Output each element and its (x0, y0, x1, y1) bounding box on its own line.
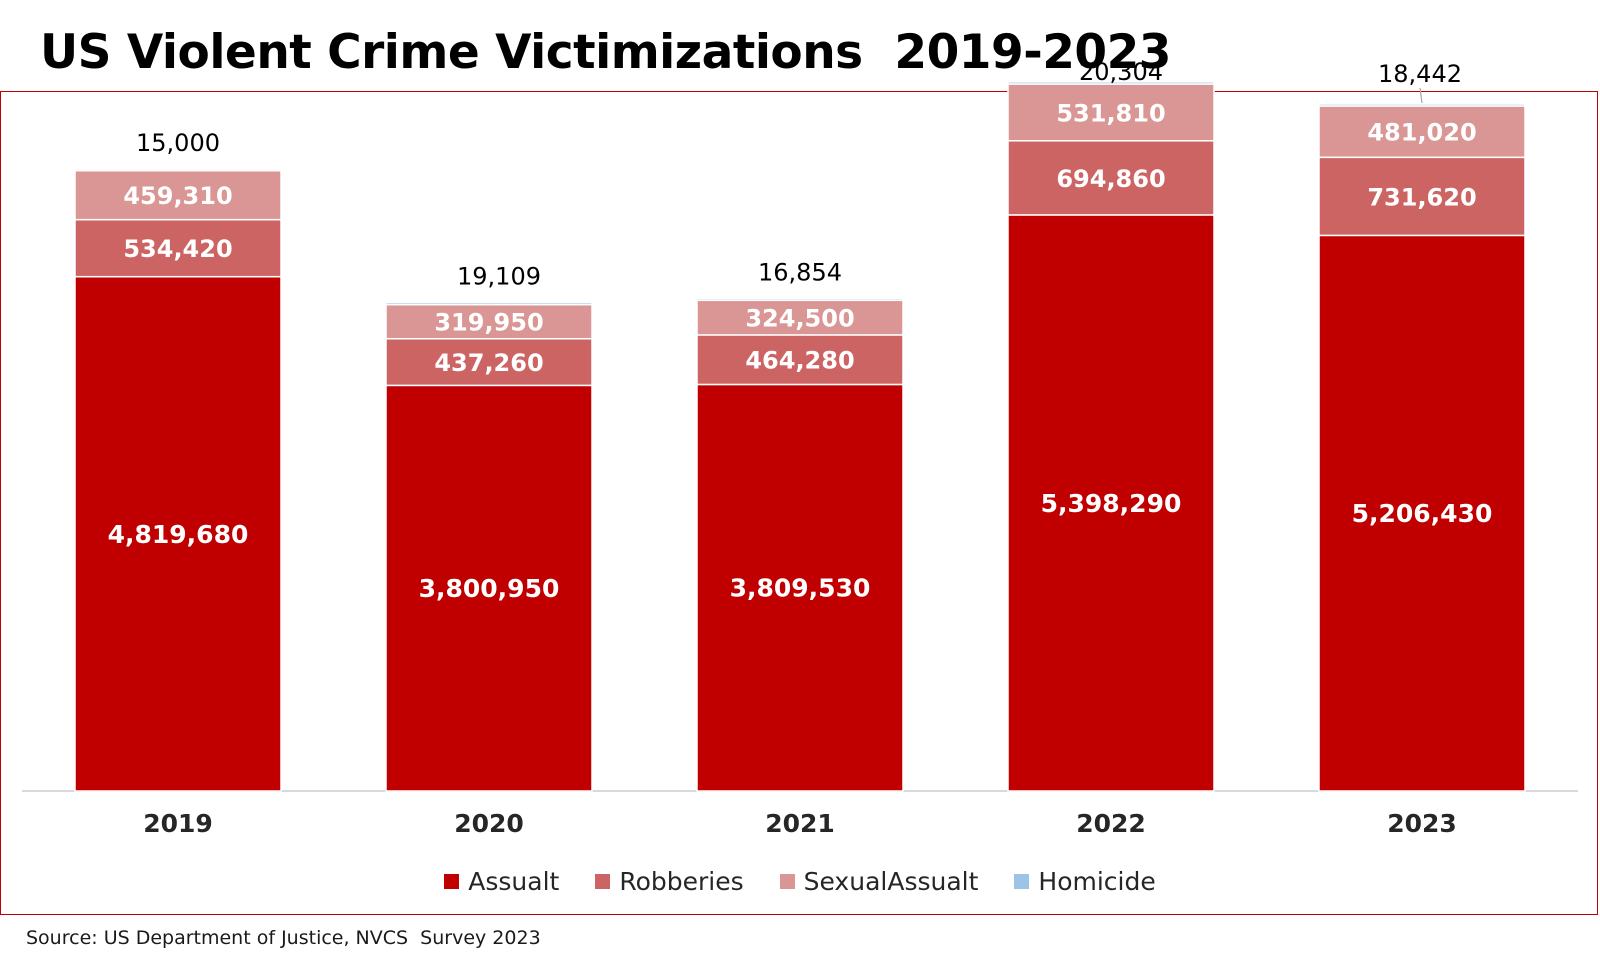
data-label-assualt-2020: 3,800,950 (419, 574, 560, 603)
x-tick-label-2022: 2022 (1076, 809, 1146, 838)
legend-swatch (779, 873, 795, 889)
bar-robberies-2021 (696, 334, 904, 386)
bar-assualt-2020 (385, 384, 593, 792)
data-label-robberies-2023: 731,620 (1367, 183, 1476, 211)
bar-robberies-2020 (385, 337, 593, 387)
leader-line-2023 (1419, 87, 1423, 104)
x-tick-label-2021: 2021 (765, 809, 835, 838)
legend-label: SexualAssualt (803, 866, 979, 896)
data-label-assualt-2023: 5,206,430 (1352, 499, 1493, 528)
x-tick-label-2019: 2019 (143, 809, 213, 838)
bar-assualt-2023 (1318, 234, 1526, 792)
bar-homicide-2022 (1007, 81, 1215, 85)
data-label-assualt-2022: 5,398,290 (1041, 489, 1182, 518)
data-label-sexualassualt-2020: 319,950 (434, 309, 543, 337)
bar-sexualassualt-2019 (74, 169, 282, 221)
bar-homicide-2021 (696, 297, 904, 302)
bar-homicide-2020 (385, 301, 593, 306)
bar-sexualassualt-2020 (385, 303, 593, 340)
labels-group: 4,819,680 534,420 459,310 15,000 2019 3,800,9… (108, 58, 1493, 838)
data-label-homicide-2023: 18,442 (1378, 60, 1462, 88)
legend-item-robberies: Robberies (595, 866, 744, 896)
legend-item-assualt: Assualt (444, 867, 559, 896)
x-tick-label-2023: 2023 (1387, 809, 1457, 838)
legend-item-homicide: Homicide (1014, 866, 1156, 896)
bar-sexualassualt-2021 (696, 299, 904, 336)
x-tick-label-2020: 2020 (454, 809, 524, 838)
data-label-sexualassualt-2019: 459,310 (123, 182, 232, 210)
bar-robberies-2022 (1007, 140, 1215, 216)
data-label-robberies-2020: 437,260 (434, 349, 543, 377)
legend-item-sexualassualt: SexualAssualt (779, 866, 979, 896)
data-label-robberies-2021: 464,280 (745, 347, 854, 375)
bar-assualt-2021 (696, 383, 904, 792)
bars-group (74, 81, 1526, 792)
data-label-sexualassualt-2022: 531,810 (1056, 99, 1165, 127)
data-label-sexualassualt-2023: 481,020 (1367, 119, 1476, 147)
data-label-homicide-2021: 16,854 (758, 258, 842, 286)
legend-swatch (595, 873, 611, 889)
data-label-robberies-2022: 694,860 (1056, 165, 1165, 193)
legend-swatch (444, 873, 460, 889)
bar-homicide-2019 (74, 168, 282, 172)
legend-label: Homicide (1038, 866, 1156, 896)
source-note: Source: US Department of Justice, NVCS S… (26, 927, 541, 949)
bar-sexualassualt-2022 (1007, 83, 1215, 142)
data-label-robberies-2019: 534,420 (123, 235, 232, 263)
legend-swatch (1014, 873, 1030, 889)
legend-label: Robberies (619, 866, 744, 896)
data-label-homicide-2020: 19,109 (457, 263, 541, 291)
data-label-assualt-2019: 4,819,680 (108, 520, 249, 549)
legend-label: Assualt (468, 866, 560, 896)
bar-assualt-2019 (74, 275, 282, 792)
data-label-assualt-2021: 3,809,530 (730, 574, 871, 603)
data-label-sexualassualt-2021: 324,500 (745, 305, 854, 333)
bar-homicide-2023 (1318, 103, 1526, 107)
bar-robberies-2023 (1318, 156, 1526, 237)
data-label-homicide-2019: 15,000 (136, 129, 220, 157)
chart-title: US Violent Crime Victimizations 2019-202… (40, 25, 1172, 80)
chart-frame (0, 91, 1598, 915)
data-label-homicide-2022: 20,304 (1079, 58, 1163, 86)
chart-legend: Assualt Robberies SexualAssualt Homicide (0, 864, 1600, 898)
bar-robberies-2019 (74, 218, 282, 278)
